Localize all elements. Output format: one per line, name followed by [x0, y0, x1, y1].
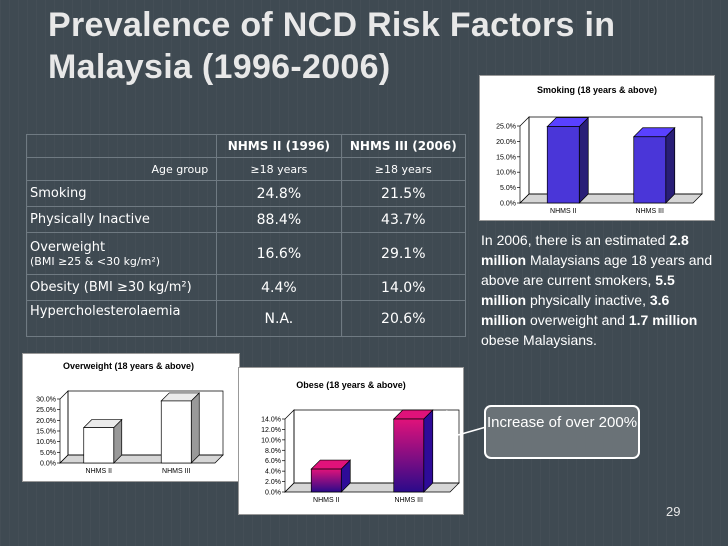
obese-chart-title: Obese (18 years & above) — [296, 380, 406, 390]
info-text-5: obese Malaysians. — [481, 332, 597, 348]
callout-bracket — [445, 410, 487, 460]
info-text-1: In 2006, there is an estimated — [481, 232, 670, 248]
bar-side-nhms-ii — [578, 116, 589, 204]
smoking-chart: Smoking (18 years & above) 0.0% 5.0% 10.0%… — [479, 75, 715, 221]
y-tick-label: 20.0% — [36, 418, 56, 425]
slide-title-line1: Prevalence of NCD Risk Factors in — [48, 6, 616, 44]
chart-side-wall — [519, 116, 530, 204]
info-bold-smokers: 2.8 million — [481, 232, 689, 268]
table-row: Smoking 24.8% 21.5% — [25, 180, 467, 207]
bar-side-nhms-iii — [423, 409, 434, 493]
row-value-2006: 20.6% — [340, 300, 467, 337]
y-tick-label: 30.0% — [36, 397, 56, 404]
row-value-2006: 14.0% — [340, 274, 467, 301]
row-label: Hypercholesterolaemia — [25, 300, 218, 337]
y-tick-label: 10.0% — [36, 439, 56, 446]
info-text-2: Malaysians age 18 years and above are cu… — [481, 252, 713, 288]
row-value-1996: 24.8% — [216, 180, 342, 207]
info-text-4: overweight and — [526, 312, 629, 328]
table-row: Hypercholesterolaemia N.A. 20.6% — [25, 300, 467, 337]
info-bold-overweight: 3.6 million — [481, 292, 670, 328]
bar-nhms-iii — [633, 136, 667, 204]
increase-callout: Increase of over 200% — [484, 405, 640, 459]
y-tick-label: 6.0% — [265, 458, 281, 465]
row-value-1996: 88.4% — [216, 206, 342, 233]
age-group-v1: ≥18 years — [216, 157, 342, 181]
info-bold-obese: 1.7 million — [628, 312, 698, 328]
page-number: 29 — [666, 504, 681, 519]
row-label-line2: (BMI ≥25 & <30 kg/m²) — [30, 254, 161, 268]
age-group-label: Age group — [25, 157, 218, 181]
slide-title: Prevalence of NCD Risk Factors in Malays… — [48, 4, 688, 88]
table-header-nhms2: NHMS II (1996) — [216, 134, 342, 158]
obese-chart-svg: 0.0% 2.0% 4.0% 6.0% 8.0% 10.0% 12.0% 14.0% NHMS … — [261, 409, 460, 504]
row-value-1996: 4.4% — [216, 274, 342, 301]
table-header-row: NHMS II (1996) NHMS III (2006) — [25, 134, 467, 158]
row-label: Smoking — [25, 180, 218, 207]
smoking-chart-title: Smoking (18 years & above) — [536, 85, 658, 95]
info-text: In 2006, there is an estimated 2.8 milli… — [481, 230, 717, 350]
y-tick-label: 10.0% — [261, 437, 281, 444]
row-value-1996: 16.6% — [216, 232, 342, 275]
bar-nhms-iii — [393, 418, 425, 493]
row-value-1996: N.A. — [216, 300, 342, 337]
slide-title-line2: Malaysia (1996-2006) — [48, 48, 391, 86]
table-row-age-group: Age group ≥18 years ≥18 years — [25, 157, 467, 181]
y-tick-label: 5.0% — [500, 185, 516, 192]
y-tick-label: 25.0% — [36, 407, 56, 414]
table-row: Overweight (BMI ≥25 & <30 kg/m²) 16.6% 2… — [25, 232, 467, 275]
bar-nhms-ii — [310, 468, 342, 493]
info-bold-inactive: 5.5 million — [481, 272, 675, 308]
table-row: Obesity (BMI ≥30 kg/m²) 4.4% 14.0% — [25, 274, 467, 301]
row-label-line1: Overweight — [30, 239, 106, 255]
row-value-2006: 43.7% — [340, 206, 467, 233]
x-tick-label: NHMS II — [313, 497, 340, 504]
chart-side-wall — [284, 409, 295, 493]
x-tick-label: NHMS III — [162, 468, 190, 475]
risk-factor-table: NHMS II (1996) NHMS III (2006) Age group… — [25, 134, 467, 337]
age-group-v2: ≥18 years — [340, 157, 467, 181]
table-header-nhms3: NHMS III (2006) — [340, 134, 467, 158]
y-tick-label: 14.0% — [261, 417, 281, 424]
y-tick-label: 15.0% — [36, 429, 56, 436]
y-tick-label: 5.0% — [40, 450, 56, 457]
row-value-2006: 21.5% — [340, 180, 467, 207]
x-tick-label: NHMS II — [550, 208, 577, 215]
overweight-chart: Overweight (18 years & above) 0.0% 5.0% 10… — [22, 353, 240, 482]
row-value-2006: 29.1% — [340, 232, 467, 275]
table-row: Physically Inactive 88.4% 43.7% — [25, 206, 467, 233]
y-tick-label: 0.0% — [40, 461, 56, 468]
row-label: Overweight (BMI ≥25 & <30 kg/m²) — [25, 232, 218, 275]
y-tick-label: 8.0% — [265, 448, 281, 455]
y-tick-label: 12.0% — [261, 427, 281, 434]
bar-nhms-ii — [83, 427, 115, 464]
x-tick-label: NHMS III — [636, 208, 664, 215]
y-tick-label: 15.0% — [496, 154, 516, 161]
overweight-chart-svg: 0.0% 5.0% 10.0% 15.0% 20.0% 25.0% 30.0% NHMS II… — [36, 390, 224, 475]
bar-nhms-iii — [160, 400, 192, 464]
bar-nhms-ii — [546, 126, 580, 204]
x-tick-label: NHMS II — [86, 468, 113, 475]
bar-side-nhms-iii — [190, 392, 200, 464]
y-tick-label: 0.0% — [500, 201, 516, 208]
bar-side-nhms-iii — [665, 126, 676, 204]
y-tick-label: 10.0% — [496, 170, 516, 177]
table-header-empty — [25, 134, 218, 158]
chart-side-wall — [59, 390, 69, 464]
x-tick-label: NHMS III — [395, 497, 423, 504]
y-tick-label: 20.0% — [496, 139, 516, 146]
row-label: Obesity (BMI ≥30 kg/m²) — [25, 274, 218, 301]
y-tick-label: 2.0% — [265, 479, 281, 486]
obese-chart: Obese (18 years & above) 0.0% 2.0% 4.0% 6.0… — [238, 367, 464, 515]
y-tick-label: 4.0% — [265, 469, 281, 476]
info-text-3: physically inactive, — [526, 292, 650, 308]
overweight-chart-title: Overweight (18 years & above) — [63, 361, 195, 371]
row-label: Physically Inactive — [25, 206, 218, 233]
y-tick-label: 25.0% — [496, 124, 516, 131]
y-tick-label: 0.0% — [265, 490, 281, 497]
smoking-chart-svg: 0.0% 5.0% 10.0% 15.0% 20.0% 25.0% NHMS II NHMS … — [496, 116, 703, 215]
